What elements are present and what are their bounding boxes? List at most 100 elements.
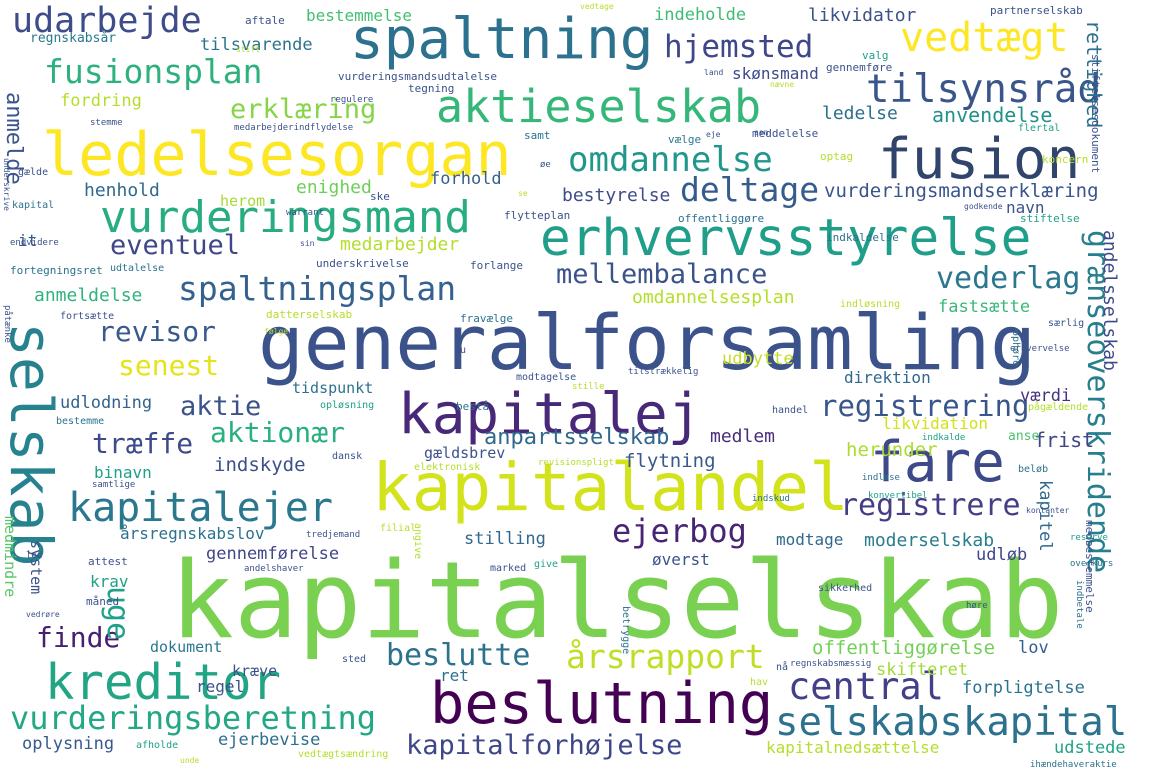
cloud-word: indkalde [922, 433, 966, 443]
cloud-word: eje [706, 130, 721, 139]
cloud-word: erklæring [230, 94, 377, 125]
cloud-word: tredjemand [306, 530, 361, 540]
cloud-word: andelshaver [244, 564, 304, 574]
cloud-word: led [26, 551, 43, 561]
cloud-word: meddelelse [752, 127, 819, 140]
cloud-word: henhold [84, 180, 160, 201]
cloud-word: vedtægt [900, 15, 1069, 61]
cloud-word: koncern [1042, 153, 1089, 166]
cloud-word: fare [870, 430, 1005, 495]
cloud-word: regnskabsår [30, 31, 117, 46]
cloud-word: særlig [1048, 318, 1085, 329]
cloud-word: medmindre [1, 516, 19, 598]
cloud-word: registrere [840, 488, 1021, 523]
cloud-word: herom [220, 192, 266, 210]
cloud-word: skønsmand [732, 64, 819, 83]
cloud-word: udarbejde [12, 1, 202, 41]
cloud-word: bestyrelse [562, 185, 671, 206]
cloud-word: vederlag [936, 261, 1081, 296]
cloud-word: endvidere [10, 238, 59, 248]
cloud-word: anpartsselskab [484, 425, 670, 450]
cloud-word: stift [236, 45, 261, 54]
cloud-word: kapitalforhøjelse [406, 730, 683, 761]
cloud-word: vedtægtsændring [298, 749, 389, 760]
cloud-word: medarbejder [340, 234, 460, 255]
cloud-word: indbetale [1074, 580, 1084, 629]
cloud-word: forpligtelse [962, 678, 1085, 698]
cloud-word: fravælge [460, 312, 513, 325]
cloud-word: beslutte [386, 638, 531, 673]
cloud-word: vedtage [580, 2, 614, 11]
cloud-word: regulere [330, 95, 374, 105]
cloud-word: likvidation [882, 414, 988, 433]
cloud-word: kræve [232, 662, 278, 680]
cloud-word: binavn [94, 463, 152, 482]
cloud-word: stille [572, 382, 605, 392]
cloud-word: unde [180, 756, 200, 765]
cloud-word: enighed [296, 177, 372, 198]
cloud-word: sikkerhed [818, 583, 873, 594]
cloud-word: vurderingsmandserklæring [824, 180, 1099, 202]
cloud-word: generalforsamling [258, 298, 1036, 387]
cloud-word: registrering [820, 389, 1030, 423]
cloud-word: medlem [710, 426, 776, 447]
cloud-word: kapitel [1035, 480, 1055, 552]
cloud-word: tidspunkt [292, 379, 374, 397]
cloud-word: vurderingsmand [100, 192, 471, 243]
cloud-word: omdannelse [568, 140, 773, 180]
cloud-word: likvidator [808, 5, 917, 26]
cloud-word: vurderingsberetning [10, 699, 377, 737]
cloud-word: ret [440, 666, 469, 685]
cloud-word: herunder [846, 439, 938, 461]
cloud-word: udlodning [60, 393, 153, 413]
cloud-word: deltage [680, 170, 820, 209]
cloud-word: afholde [136, 740, 179, 751]
cloud-word: vedrøre [26, 610, 60, 619]
cloud-word: nævne [770, 80, 795, 89]
cloud-word: revisionspligt [538, 458, 614, 468]
cloud-word: offentliggørelse [812, 637, 996, 659]
cloud-word: fastsætte [938, 297, 1031, 317]
cloud-word: dokument [150, 638, 223, 656]
cloud-word: bestå [456, 400, 490, 413]
cloud-word: warrant [286, 208, 324, 218]
cloud-word: andelsselskab [1099, 230, 1120, 371]
cloud-word: forlange [470, 259, 523, 272]
cloud-word: land [704, 68, 724, 77]
cloud-word: filial [380, 523, 417, 534]
cloud-word: tilsvarende [200, 35, 313, 55]
cloud-word: senest [118, 349, 220, 382]
cloud-word: gennemførelse [206, 544, 340, 564]
cloud-word: indskud [752, 494, 790, 504]
cloud-word: øe [540, 160, 551, 170]
cloud-word: finde [36, 621, 121, 654]
cloud-word: anmeldelse [34, 285, 143, 306]
cloud-word: sen [754, 128, 769, 137]
cloud-word: fusion [878, 127, 1081, 192]
cloud-word: regnskabsmæssig [790, 659, 872, 669]
cloud-word: medarbejderindflydelse [234, 123, 354, 133]
cloud-word: ledelsesorgan [42, 120, 512, 190]
cloud-word: forhold [430, 169, 502, 189]
cloud-word: måned [86, 595, 120, 608]
cloud-word: samt [524, 129, 551, 142]
cloud-word: stiftelsesdokument [1089, 54, 1102, 174]
cloud-word: partnerselskab [990, 4, 1083, 17]
cloud-word: ske [370, 190, 390, 203]
cloud-word: indløsning [840, 299, 901, 310]
cloud-word: elektronisk [414, 462, 481, 473]
cloud-word: spaltning [350, 7, 654, 72]
cloud-word: system [27, 540, 45, 595]
cloud-word: lov [1018, 638, 1049, 658]
cloud-word: flytteplan [504, 209, 571, 222]
cloud-word: regel [196, 677, 245, 696]
cloud-word: ejerbevise [218, 730, 321, 750]
cloud-word: fordring [60, 91, 142, 111]
cloud-word: stiftelse [1020, 212, 1080, 225]
cloud-word: følge [264, 327, 289, 336]
cloud-word: gennemføre [826, 61, 893, 74]
cloud-word: flytning [624, 450, 716, 472]
cloud-word: anse [1008, 429, 1040, 444]
cloud-word: kreditor [45, 654, 282, 711]
